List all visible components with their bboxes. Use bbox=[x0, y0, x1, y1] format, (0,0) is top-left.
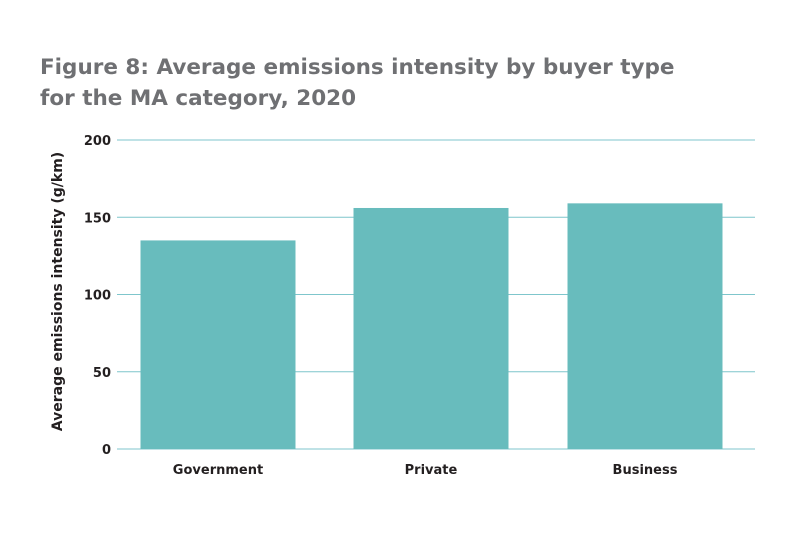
x-axis-ticks: Government Private Business bbox=[173, 463, 678, 478]
chart-title-line-1: Figure 8: Average emissions intensity by… bbox=[40, 55, 675, 80]
x-tick-label: Government bbox=[173, 463, 263, 478]
y-tick-label: 150 bbox=[84, 211, 111, 226]
chart-title-line-2: for the MA category, 2020 bbox=[40, 86, 357, 111]
y-tick-label: 100 bbox=[84, 289, 111, 304]
y-axis-ticks: 0 50 100 150 200 bbox=[84, 134, 111, 458]
y-tick-label: 0 bbox=[102, 443, 111, 458]
bar-private bbox=[353, 207, 509, 449]
x-tick-label: Private bbox=[405, 463, 458, 478]
y-tick-label: 50 bbox=[93, 366, 111, 381]
x-tick-label: Business bbox=[613, 463, 678, 478]
bar-government bbox=[140, 240, 296, 449]
y-axis-label: Average emissions intensity (g/km) bbox=[50, 152, 66, 431]
chart-title: Figure 8: Average emissions intensity by… bbox=[40, 52, 760, 114]
bars bbox=[140, 203, 723, 449]
y-tick-label: 200 bbox=[84, 134, 111, 149]
bar-business bbox=[567, 203, 723, 449]
